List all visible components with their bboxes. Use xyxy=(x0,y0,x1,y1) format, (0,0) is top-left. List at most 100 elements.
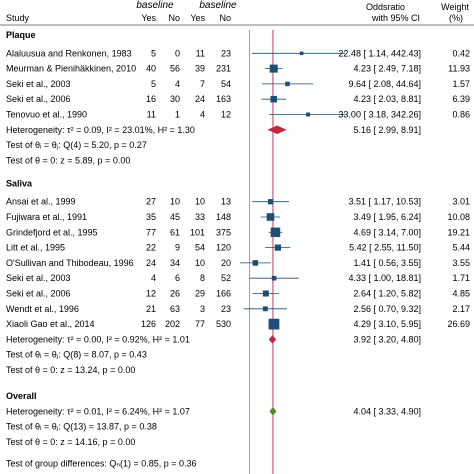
no1-cell: 26 xyxy=(170,289,180,299)
no1-cell: 10 xyxy=(170,197,180,207)
baseline-header-2: baseline xyxy=(199,0,237,11)
study-point xyxy=(285,81,290,87)
no2-cell: 12 xyxy=(221,110,231,120)
study-point xyxy=(270,227,281,238)
yes2-cell: 3 xyxy=(200,304,205,314)
no2-cell: 166 xyxy=(216,289,231,299)
yes1-cell: 4 xyxy=(151,273,156,283)
group-heterogeneity: Heterogeneity: τ² = 0.00, I² = 0.92%, H²… xyxy=(6,334,190,344)
no1-cell: 6 xyxy=(175,273,180,283)
study-label: Wendt et al., 1996 xyxy=(6,304,79,314)
study-point xyxy=(274,244,281,251)
no2-cell: 120 xyxy=(216,243,231,253)
weight-value: 26.69 xyxy=(447,319,470,329)
no1-cell: 45 xyxy=(170,212,180,222)
no2-cell: 530 xyxy=(216,319,231,329)
weight-value: 11.93 xyxy=(448,64,470,74)
ci-value: 33.00 [ 3.18, 342.26] xyxy=(338,110,421,120)
yes2-cell: 4 xyxy=(200,110,205,120)
study-label: Meurman & Pienihäkkinen, 2010 xyxy=(6,64,136,74)
test-statistic: Test of θ = 0: z = 5.89, p = 0.00 xyxy=(6,155,130,165)
study-label: Ansai et al., 1999 xyxy=(6,197,76,207)
no1-cell: 56 xyxy=(170,64,180,74)
weight-value: 0.42 xyxy=(452,48,470,58)
yes2-cell: 7 xyxy=(200,79,205,89)
weight-value: 10.08 xyxy=(447,212,470,222)
yes2-cell: 29 xyxy=(195,289,205,299)
no1-header: No xyxy=(168,13,180,23)
study-label: Seki et al., 2006 xyxy=(6,94,71,104)
study-point xyxy=(270,95,277,103)
ci-value: 22.48 [ 1.14, 442.43] xyxy=(338,48,421,58)
pooled-ci-value: 5.16 [ 2.99, 8.91] xyxy=(353,125,421,135)
weight-value: 4.85 xyxy=(452,289,470,299)
weight-value: 19.21 xyxy=(447,227,470,237)
no1-cell: 9 xyxy=(175,243,180,253)
yes1-cell: 11 xyxy=(147,110,156,120)
yes2-cell: 33 xyxy=(195,212,205,222)
study-label: Seki et al., 2006 xyxy=(6,289,71,299)
study-label: Litt et al., 1995 xyxy=(6,243,65,253)
yes2-cell: 54 xyxy=(195,243,205,253)
weight-value: 3.55 xyxy=(452,258,470,268)
ci-value: 3.49 [ 1.95, 6.24] xyxy=(353,212,421,222)
no2-header: No xyxy=(219,13,231,23)
test-statistic: Test of θᵢ = θⱼ: Q(8) = 8.07, p = 0.43 xyxy=(6,350,147,360)
study-point xyxy=(271,275,277,281)
ci-value: 2.64 [ 1.20, 5.82] xyxy=(353,289,421,299)
pooled-diamond xyxy=(267,125,287,135)
pooled-diamond xyxy=(268,335,277,344)
no1-cell: 63 xyxy=(170,304,180,314)
yes2-cell: 77 xyxy=(195,319,205,329)
no1-cell: 34 xyxy=(170,258,180,268)
group-label: Saliva xyxy=(6,178,33,188)
study-point xyxy=(269,64,278,73)
yes2-cell: 10 xyxy=(195,197,205,207)
no2-cell: 54 xyxy=(221,79,231,89)
or-header-line2: with 95% CI xyxy=(371,13,420,23)
yes1-cell: 22 xyxy=(146,243,156,253)
study-point xyxy=(299,51,304,56)
weight-value: 3.01 xyxy=(452,197,470,207)
study-label: Alaluusua and Renkonen, 1983 xyxy=(6,48,132,58)
ci-value: 4.69 [ 3.14, 7.00] xyxy=(353,227,421,237)
baseline-header-1: baseline xyxy=(136,0,174,11)
ci-value: 2.56 [ 0.70, 9.32] xyxy=(353,304,421,314)
group-label: Plaque xyxy=(6,30,36,40)
study-point xyxy=(266,213,275,221)
yes1-cell: 5 xyxy=(151,79,156,89)
column-headers: baseline baseline Study Yes No Yes No Od… xyxy=(0,0,474,26)
no2-cell: 13 xyxy=(221,197,231,207)
yes1-cell: 126 xyxy=(141,319,156,329)
study-header: Study xyxy=(6,13,30,23)
no1-cell: 61 xyxy=(170,227,180,237)
weight-value: 5.44 xyxy=(452,243,470,253)
yes1-cell: 27 xyxy=(146,197,156,207)
or-header-line1: Oddsratio xyxy=(366,2,405,12)
study-point xyxy=(306,112,311,117)
group-heterogeneity: Heterogeneity: τ² = 0.09, I² = 23.01%, H… xyxy=(6,125,195,135)
test-statistic: Test of θᵢ = θⱼ: Q(13) = 13.87, p = 0.38 xyxy=(6,422,157,432)
overall-ci-value: 4.04 [ 3.33, 4.90] xyxy=(353,406,421,416)
yes2-cell: 39 xyxy=(195,64,205,74)
yes2-cell: 101 xyxy=(190,227,205,237)
study-point xyxy=(267,199,274,205)
no1-cell: 202 xyxy=(165,319,180,329)
yes1-cell: 5 xyxy=(151,48,156,58)
yes1-cell: 24 xyxy=(146,258,156,268)
study-point xyxy=(268,318,280,330)
yes1-cell: 35 xyxy=(146,212,156,222)
weight-value: 2.17 xyxy=(452,304,470,314)
test-statistic: Test of group differences: Qₙ(1) = 0.85,… xyxy=(6,458,197,468)
no1-cell: 30 xyxy=(170,94,180,104)
no2-cell: 148 xyxy=(216,212,231,222)
study-point xyxy=(262,290,269,297)
yes2-cell: 10 xyxy=(195,258,205,268)
study-label: Grindefjord et al., 1995 xyxy=(6,227,98,237)
pooled-ci-value: 3.92 [ 3.20, 4.80] xyxy=(353,334,421,344)
weight-value: 1.71 xyxy=(452,273,470,283)
study-label: Seki et al., 2003 xyxy=(6,79,71,89)
study-label: Tenovuo et al., 1990 xyxy=(6,110,87,120)
ci-value: 1.41 [ 0.56, 3.55] xyxy=(353,258,421,268)
